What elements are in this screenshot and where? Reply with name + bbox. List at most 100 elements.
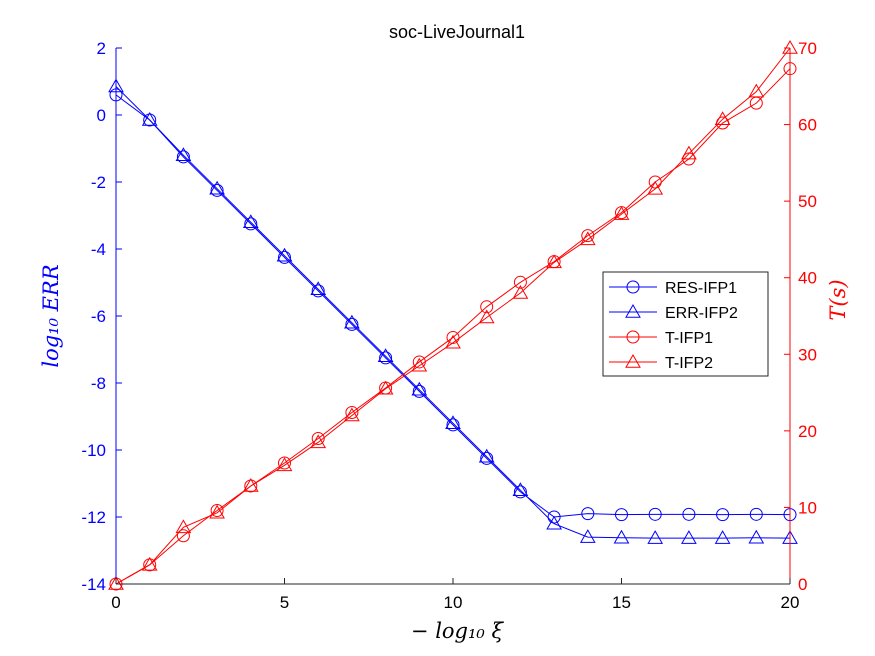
data-point (480, 300, 494, 314)
data-point (377, 348, 394, 362)
data-point (176, 529, 190, 543)
data-point (647, 530, 664, 544)
right-y-tick-label: 0 (798, 575, 807, 594)
data-point (209, 180, 225, 195)
data-point (210, 183, 224, 197)
data-point (108, 575, 124, 590)
data-point (276, 457, 293, 472)
data-point (749, 507, 763, 521)
legend-entry: T-IFP2 (609, 353, 713, 372)
data-point (478, 448, 495, 463)
data-point (682, 507, 696, 521)
data-point (748, 529, 765, 544)
series-t-ifp2 (108, 39, 798, 590)
right-y-tick-label: 30 (798, 345, 817, 364)
x-axis-label: − log₁₀ ξ (411, 619, 505, 643)
data-point (344, 314, 360, 329)
data-point (714, 111, 731, 125)
data-point (278, 456, 291, 470)
right-y-tick-label: 20 (798, 422, 817, 441)
x-tick-label: 10 (444, 593, 463, 612)
data-point (345, 317, 359, 331)
data-point (411, 381, 428, 396)
left-y-axis: 2 0 -2 -4 -6 -8 -10 -12 -14 (81, 39, 122, 594)
data-point (311, 432, 325, 446)
x-tick-label: 0 (111, 593, 120, 612)
right-y-tick-label: 60 (798, 116, 817, 135)
data-point (647, 180, 664, 195)
data-point (613, 529, 630, 544)
series-line (115, 68, 791, 585)
data-point (546, 515, 562, 530)
legend-entry: T-IFP1 (609, 330, 713, 347)
data-point (141, 556, 158, 571)
legend-marker (625, 353, 641, 368)
data-point (345, 405, 359, 419)
data-point (716, 508, 730, 522)
data-point (581, 229, 595, 243)
plot-area (108, 39, 798, 591)
right-y-tick-label: 10 (798, 498, 817, 517)
data-point (579, 231, 596, 246)
right-y-tick-label: 40 (798, 269, 817, 288)
left-y-tick-label: -8 (91, 374, 106, 393)
data-point (581, 507, 595, 521)
data-point (446, 418, 460, 432)
legend-label: RES-IFP1 (665, 280, 737, 297)
legend-marker (626, 280, 640, 294)
data-point (175, 519, 192, 534)
chart-title: soc-LiveJournal1 (389, 22, 525, 42)
legend: RES-IFP1 ERR-IFP2 T-IFP1 T-IFP2 (602, 271, 769, 377)
legend-label: ERR-IFP2 (665, 305, 738, 322)
data-point (512, 285, 529, 299)
data-point (176, 150, 190, 164)
data-point (175, 147, 192, 161)
left-y-tick-label: -10 (81, 441, 106, 460)
left-y-tick-label: -2 (91, 173, 106, 192)
x-tick-label: 15 (612, 593, 631, 612)
left-y-tick-label: -14 (81, 575, 106, 594)
data-point (209, 504, 225, 519)
legend-label: T-IFP1 (665, 330, 713, 347)
data-point (446, 330, 460, 344)
x-tick-label: 20 (781, 593, 800, 612)
left-y-tick-label: 0 (97, 106, 106, 125)
data-point (513, 275, 527, 289)
data-point (480, 451, 494, 465)
data-point (681, 530, 697, 544)
data-point (613, 206, 630, 220)
data-point (445, 334, 461, 349)
data-point (478, 309, 495, 324)
data-point (579, 529, 596, 543)
data-point (310, 281, 327, 295)
series-line (115, 86, 791, 539)
right-y-tick-label: 70 (798, 39, 817, 58)
legend-entry: RES-IFP1 (609, 280, 737, 297)
data-point (615, 508, 628, 522)
series-line (115, 47, 791, 585)
legend-entry: ERR-IFP2 (609, 303, 738, 322)
right-y-axis-label: T(s) (826, 279, 850, 320)
legend-marker (625, 303, 641, 318)
data-point (344, 407, 360, 422)
data-point (681, 145, 697, 160)
left-y-tick-label: -4 (91, 240, 106, 259)
series-line (115, 94, 791, 518)
data-point (379, 351, 393, 365)
data-point (311, 284, 325, 298)
data-point (242, 477, 259, 492)
data-point (412, 384, 426, 398)
left-y-axis-label: log₁₀ ERR (39, 264, 63, 367)
data-point (748, 83, 765, 98)
legend-label: T-IFP2 (665, 355, 713, 372)
data-point (513, 485, 527, 499)
legend-marker (626, 330, 640, 344)
data-point (310, 434, 327, 449)
data-point (141, 112, 158, 126)
data-point (210, 503, 224, 517)
data-point (512, 482, 529, 496)
data-point (411, 357, 428, 372)
data-point (278, 250, 291, 264)
data-point (242, 214, 259, 228)
data-point (244, 217, 258, 231)
